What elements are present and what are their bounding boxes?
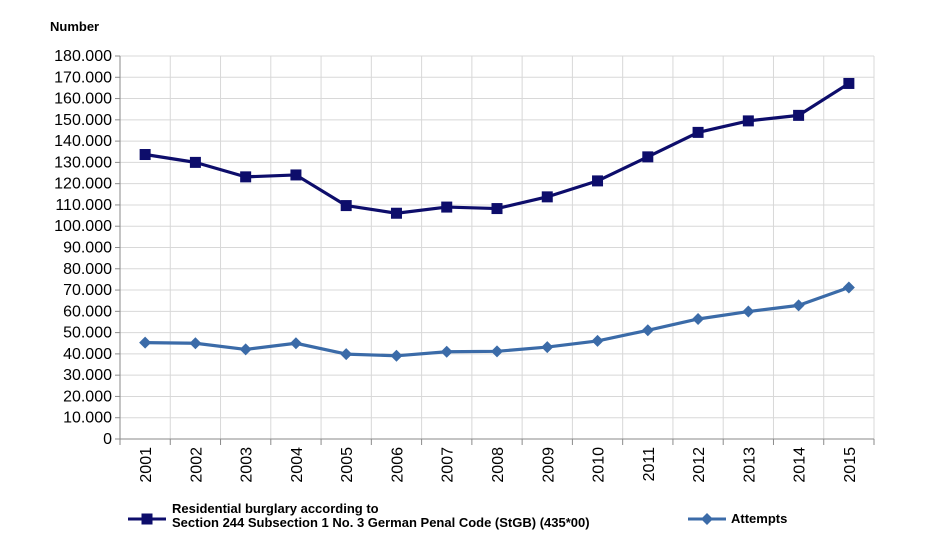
x-tick-label: 2008 [490,447,507,483]
data-point-series-1 [290,169,302,181]
data-point-series-1 [742,115,754,127]
y-tick-label: 130.000 [54,154,112,171]
data-point-series-1 [541,191,553,203]
data-point-series-1 [592,175,604,187]
series-layer [139,77,855,362]
x-tick-label: 2003 [239,447,256,483]
series-line-1 [143,81,851,215]
y-tick-label: 30.000 [63,367,112,384]
legend-marker-1 [141,513,153,525]
x-tick-label: 2006 [389,447,406,483]
x-tick-label: 2001 [138,447,155,483]
data-point-series-2 [742,305,755,318]
data-point-series-1 [793,109,805,121]
legend-label-1: Residential burglary according to [172,501,379,516]
x-tick-label: 2004 [289,447,306,483]
x-tick-label: 2005 [339,447,356,483]
y-tick-label: 140.000 [54,133,112,150]
data-point-series-2 [591,334,604,347]
y-tick-label: 50.000 [63,325,112,342]
x-tick-label: 2010 [591,447,608,483]
x-tick-label: 2009 [540,447,557,483]
y-tick-label: 120.000 [54,176,112,193]
data-point-series-2 [692,312,705,325]
x-tick-label: 2014 [792,447,809,483]
data-point-series-2 [139,336,152,349]
legend-label-1: Section 244 Subsection 1 No. 3 German Pe… [172,515,590,530]
data-point-series-1 [491,203,503,215]
x-tick-label: 2011 [641,447,658,482]
y-tick-label: 150.000 [54,112,112,129]
label-layer: Number [50,19,99,34]
y-tick-label: 100.000 [54,218,112,235]
data-point-series-1 [390,207,402,219]
y-tick-label: 170.000 [54,69,112,86]
grid-layer [120,55,875,439]
data-point-series-2 [842,281,855,294]
data-point-series-2 [792,299,805,312]
y-tick-label: 90.000 [63,240,112,257]
data-point-series-2 [541,341,554,354]
y-tick-label: 20.000 [63,388,112,405]
data-point-series-2 [239,343,252,356]
data-point-series-1 [642,151,654,163]
axis-layer: 0 10.000 20.000 30.000 40.000 50.000 60.000 70.… [54,48,875,483]
data-point-series-1 [240,171,252,183]
y-tick-label: 70.000 [63,282,112,299]
x-tick-label: 2012 [691,447,708,483]
legend-marker-2 [701,513,713,525]
data-point-series-1 [340,200,352,212]
data-point-series-2 [289,337,302,350]
data-point-series-2 [641,324,654,337]
data-point-series-2 [440,345,453,358]
legend: Residential burglary according toSection… [128,501,787,530]
data-point-series-1 [189,156,201,168]
x-tick-label: 2013 [741,447,758,483]
y-tick-label: 60.000 [63,303,112,320]
data-point-series-1 [692,126,704,138]
x-tick-label: 2015 [842,447,859,483]
y-tick-label: 80.000 [63,261,112,278]
x-tick-label: 2007 [440,447,457,483]
y-axis-title: Number [50,19,99,34]
y-tick-label: 180.000 [54,48,112,65]
y-tick-label: 40.000 [63,346,112,363]
legend-label-2: Attempts [731,511,787,526]
y-tick-label: 110.000 [55,197,112,214]
data-point-series-1 [441,201,453,213]
data-point-series-2 [340,348,353,361]
data-point-series-2 [390,349,403,362]
y-tick-label: 0 [103,431,112,448]
data-point-series-1 [843,77,855,89]
y-tick-label: 10.000 [63,410,112,427]
data-point-series-2 [491,345,503,358]
data-point-series-1 [139,149,151,161]
data-point-series-2 [189,337,202,350]
y-tick-label: 160.000 [54,91,112,108]
x-tick-label: 2002 [188,447,205,483]
